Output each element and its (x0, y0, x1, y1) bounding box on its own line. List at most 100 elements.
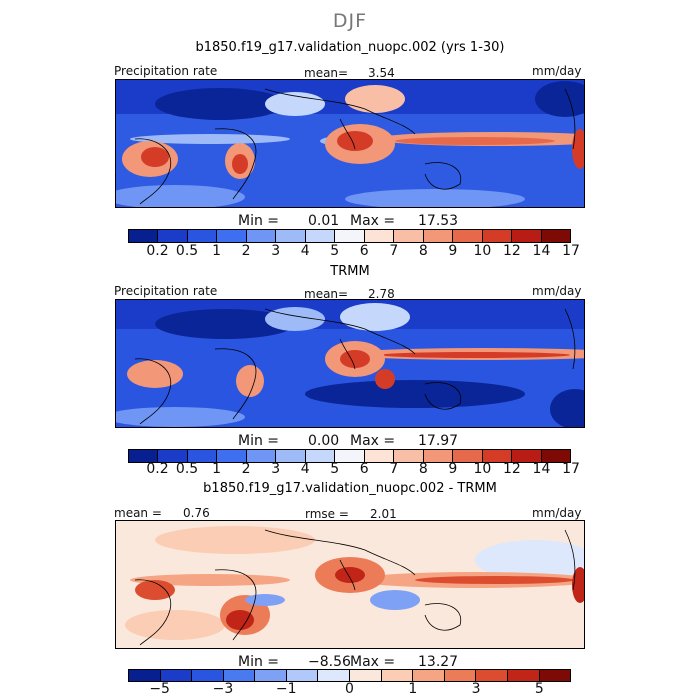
panel1-title: b1850.f19_g17.validation_nuopc.002 (yrs … (195, 40, 505, 55)
colorbar-swatch (187, 230, 218, 242)
colorbar-tick-label: 0.2 (146, 243, 169, 259)
colorbar-tick-label: 10 (473, 243, 492, 259)
colorbar-tick-label: 10 (473, 461, 492, 477)
colorbar-swatch (305, 450, 336, 462)
colorbar-tick-label: 0.5 (175, 461, 199, 477)
colorbar-swatch (318, 670, 351, 681)
colorbar-swatch (539, 670, 571, 681)
season-title: DJF (332, 10, 368, 32)
colorbar-swatch (394, 450, 424, 462)
colorbar-swatch (541, 450, 571, 462)
colorbar-swatch (507, 670, 540, 681)
panel1-min-value: 0.01 (308, 213, 340, 229)
colorbar-swatch (187, 450, 218, 462)
panel3-max-value: 13.27 (418, 654, 459, 670)
panel3-rmse-value: 2.01 (370, 507, 397, 521)
colorbar-swatch (192, 670, 224, 681)
panel3-colorbar (128, 669, 571, 682)
colorbar-tick-label: 7 (389, 243, 399, 259)
colorbar-tick-label: 2 (241, 461, 251, 477)
colorbar-tick-label: 17 (562, 243, 580, 259)
colorbar-swatch (160, 670, 193, 681)
colorbar-swatch (305, 230, 336, 242)
colorbar-tick-label: −5 (149, 681, 170, 697)
colorbar-tick-label: 1 (408, 681, 418, 697)
colorbar-swatch (476, 670, 508, 681)
colorbar-swatch (335, 230, 365, 242)
colorbar-tick-label: 8 (418, 243, 428, 259)
panel2-max-value: 17.97 (418, 433, 459, 449)
colorbar-tick-label: 5 (534, 681, 544, 697)
colorbar-tick-label: 6 (359, 243, 369, 259)
panel1-max-value: 17.53 (418, 213, 459, 229)
panel3-min-label: Min = (238, 654, 280, 670)
panel1-mean-value: 3.54 (368, 66, 395, 80)
panel1-max-label: Max = (350, 213, 396, 229)
colorbar-swatch (350, 670, 382, 681)
panel3-title: b1850.f19_g17.validation_nuopc.002 - TRM… (203, 481, 497, 496)
colorbar-tick-label: 6 (359, 461, 369, 477)
panel3-max-label: Max = (350, 654, 396, 670)
colorbar-tick-label: 8 (418, 461, 428, 477)
panel1-units: mm/day (532, 64, 582, 78)
colorbar-swatch (246, 450, 277, 462)
colorbar-swatch (223, 670, 256, 681)
colorbar-swatch (413, 670, 445, 681)
colorbar-tick-label: 9 (448, 243, 458, 259)
colorbar-swatch (444, 670, 477, 681)
colorbar-swatch (217, 450, 247, 462)
panel1-mean-label: mean= (304, 66, 349, 80)
colorbar-tick-label: 4 (300, 243, 310, 259)
panel3-mean-value: 0.76 (183, 506, 210, 520)
colorbar-tick-label: 0.5 (175, 243, 199, 259)
panel2-variable-label: Precipitation rate (114, 284, 218, 298)
colorbar-swatch (541, 230, 571, 242)
colorbar-swatch (286, 670, 319, 681)
colorbar-tick-label: 5 (330, 243, 340, 259)
colorbar-tick-label: 12 (503, 461, 521, 477)
colorbar-swatch (512, 450, 542, 462)
colorbar-tick-label: 3 (271, 243, 281, 259)
panel3-difference-map (115, 520, 585, 649)
colorbar-tick-label: 7 (389, 461, 399, 477)
colorbar-swatch (512, 230, 542, 242)
colorbar-tick-label: 17 (562, 461, 580, 477)
colorbar-swatch (335, 450, 365, 462)
panel2-colorbar (128, 449, 571, 463)
panel2-max-label: Max = (350, 433, 396, 449)
colorbar-swatch (364, 230, 395, 242)
colorbar-swatch (394, 230, 424, 242)
colorbar-tick-label: −3 (212, 681, 234, 697)
panel2-colorbar-labels: 0.2 0.5 1 2 3 4 5 6 7 8 9 10 12 14 17 (0, 461, 700, 479)
panel2-mean-value: 2.78 (368, 287, 395, 301)
panel2-mean-label: mean= (304, 287, 349, 301)
colorbar-swatch (453, 230, 483, 242)
panel3-colorbar-labels: −5 −3 −1 0 1 3 5 (0, 681, 700, 699)
colorbar-swatch (129, 230, 159, 242)
colorbar-tick-label: 3 (271, 461, 281, 477)
colorbar-swatch (482, 230, 513, 242)
panel3-units: mm/day (532, 506, 582, 520)
panel3-rmse-label: rmse = (305, 507, 349, 521)
colorbar-tick-label: 9 (448, 461, 458, 477)
panel1-precip-map (115, 79, 585, 208)
colorbar-swatch (276, 450, 306, 462)
colorbar-tick-label: 2 (241, 243, 251, 259)
panel2-units: mm/day (532, 284, 582, 298)
colorbar-tick-label: 3 (471, 681, 481, 697)
colorbar-swatch (276, 230, 306, 242)
colorbar-tick-label: 5 (330, 461, 340, 477)
colorbar-swatch (158, 450, 188, 462)
panel1-colorbar-labels: 0.2 0.5 1 2 3 4 5 6 7 8 9 10 12 14 17 (0, 243, 700, 261)
colorbar-swatch (423, 450, 454, 462)
colorbar-tick-label: 1 (212, 461, 222, 477)
colorbar-tick-label: 14 (532, 243, 551, 259)
colorbar-tick-label: 4 (300, 461, 310, 477)
panel2-min-label: Min = (238, 433, 280, 449)
colorbar-swatch (453, 450, 483, 462)
colorbar-swatch (423, 230, 454, 242)
panel1-colorbar (128, 229, 571, 243)
colorbar-tick-label: −1 (275, 681, 297, 697)
colorbar-tick-label: 0 (345, 681, 354, 697)
colorbar-tick-label: 12 (503, 243, 521, 259)
